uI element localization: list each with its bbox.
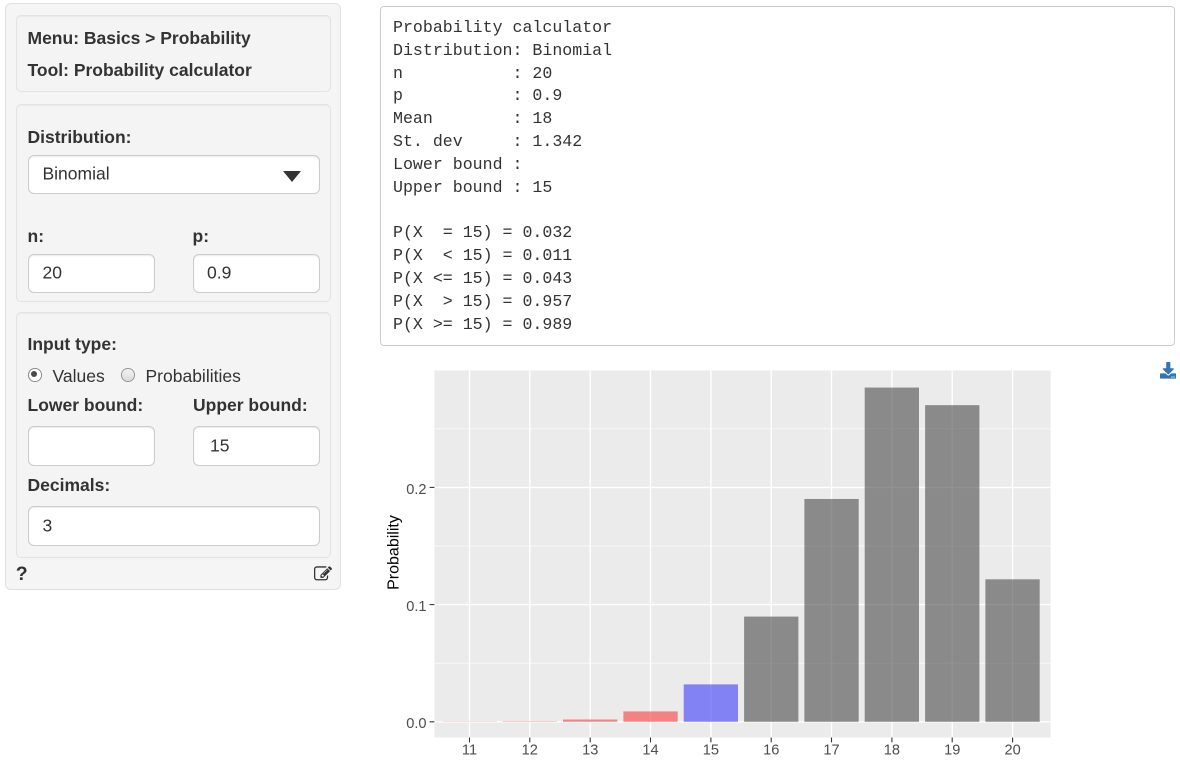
svg-text:0.2: 0.2 [406, 482, 426, 498]
svg-text:14: 14 [642, 742, 658, 758]
svg-text:17: 17 [823, 742, 839, 758]
svg-text:18: 18 [884, 742, 900, 758]
svg-text:12: 12 [522, 742, 538, 758]
svg-text:15: 15 [703, 742, 719, 758]
svg-text:0.0: 0.0 [406, 716, 426, 732]
svg-text:20: 20 [1004, 742, 1020, 758]
svg-text:13: 13 [582, 742, 598, 758]
svg-text:19: 19 [944, 742, 960, 758]
svg-text:11: 11 [462, 742, 477, 758]
svg-text:16: 16 [763, 742, 779, 758]
svg-text:0.1: 0.1 [406, 599, 426, 615]
svg-text:Probability: Probability [386, 515, 403, 590]
